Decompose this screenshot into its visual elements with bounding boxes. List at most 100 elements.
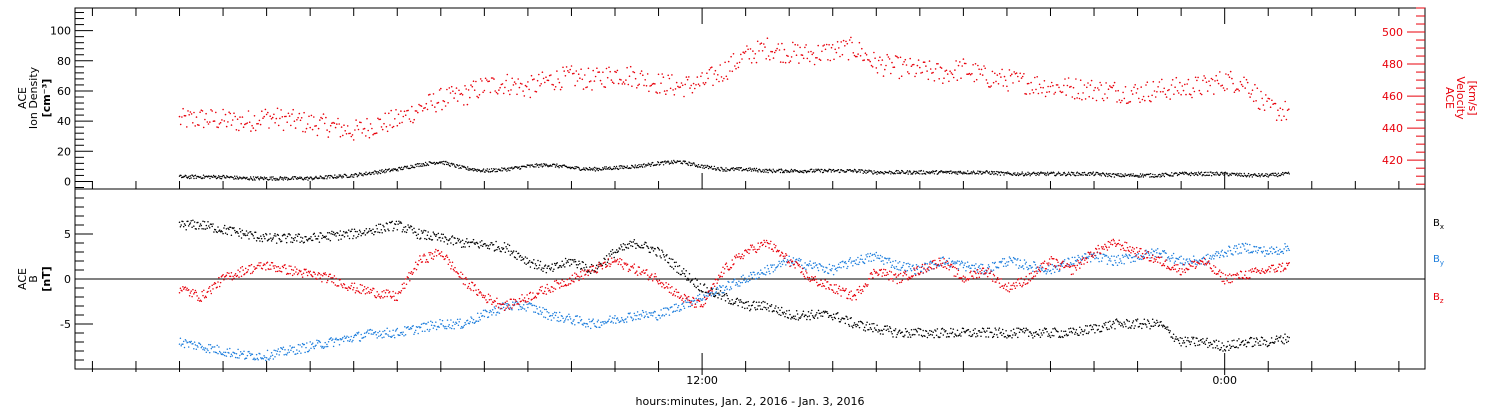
by-point [1019,259,1022,261]
bx-point [1275,338,1277,341]
bx-point [718,292,720,294]
by-point [734,284,737,286]
bx-point [374,230,377,233]
bx-point [296,240,298,242]
by-point [844,261,847,263]
density-point [1107,173,1110,175]
velocity-point [414,110,417,112]
velocity-point [1133,86,1135,89]
density-point [400,166,403,168]
velocity-point [211,110,213,112]
by-point [831,264,834,267]
bx-point [558,266,560,269]
bx-point [216,231,218,234]
density-point [799,170,801,172]
by-point [315,344,317,346]
density-point [652,161,654,164]
velocity-point [615,71,617,74]
bx-point [646,245,649,248]
by-point [888,257,891,260]
velocity-point [482,91,484,93]
bx-point [868,323,871,326]
bx-point [462,245,465,248]
velocity-point [890,72,892,75]
velocity-point [509,93,511,96]
density-point [853,170,855,172]
bx-point [1106,328,1109,331]
velocity-point [1116,101,1118,103]
velocity-point [563,70,565,72]
density-point [1139,176,1141,178]
by-point [338,343,341,346]
by-point [491,309,494,311]
density-point [294,176,297,178]
bx-point [661,251,664,253]
by-point [948,257,950,260]
bx-point [795,318,797,321]
velocity-point [632,71,634,73]
density-point [525,166,528,168]
bx-point [1095,324,1098,327]
bx-point [643,243,646,246]
bx-point [1062,336,1064,339]
density-point [664,160,666,162]
velocity-point [956,79,959,81]
density-point [235,178,237,180]
bx-point [1017,336,1019,339]
bx-point [239,230,242,233]
bx-point [553,268,555,271]
bx-point [1146,319,1149,321]
bx-point [501,246,503,249]
density-point [907,173,909,175]
velocity-point [981,74,984,76]
density-point [1243,172,1246,175]
density-point [745,168,748,170]
density-point [578,166,580,169]
by-point [1007,264,1009,266]
by-point [189,341,192,344]
bx-point [1145,323,1147,326]
velocity-point [998,72,1001,75]
by-point [563,321,565,323]
velocity-point [725,75,728,78]
density-point [758,168,761,170]
density-point [1224,171,1227,173]
velocity-point [1255,100,1257,102]
velocity-point [735,67,737,70]
density-point [889,170,891,173]
velocity-point [361,132,364,134]
velocity-point [371,127,373,130]
by-point [509,306,512,309]
by-point [980,263,982,265]
velocity-point [291,113,293,115]
bx-point [921,335,924,338]
velocity-point [807,51,810,53]
velocity-point [505,79,507,82]
bx-point [671,266,673,268]
velocity-point [1263,109,1266,111]
by-point [462,326,465,328]
by-point [999,260,1001,263]
by-point [199,343,202,346]
density-point [385,171,388,173]
density-point [1077,174,1079,177]
velocity-point [426,108,429,111]
by-point [309,341,311,343]
density-point [193,177,195,180]
bx-point [1223,344,1225,347]
bx-point [550,267,553,269]
density-point [369,171,371,174]
bx-point [884,325,887,327]
bx-point [656,255,658,257]
bx-point [244,234,247,237]
velocity-point [1104,93,1106,95]
density-point [189,175,192,177]
bx-point [375,224,378,227]
velocity-point [542,77,545,80]
bx-point [226,233,229,236]
by-point [837,266,839,269]
by-point [567,319,569,321]
bx-point [931,334,934,336]
by-point [251,353,254,355]
density-point [1062,174,1064,176]
